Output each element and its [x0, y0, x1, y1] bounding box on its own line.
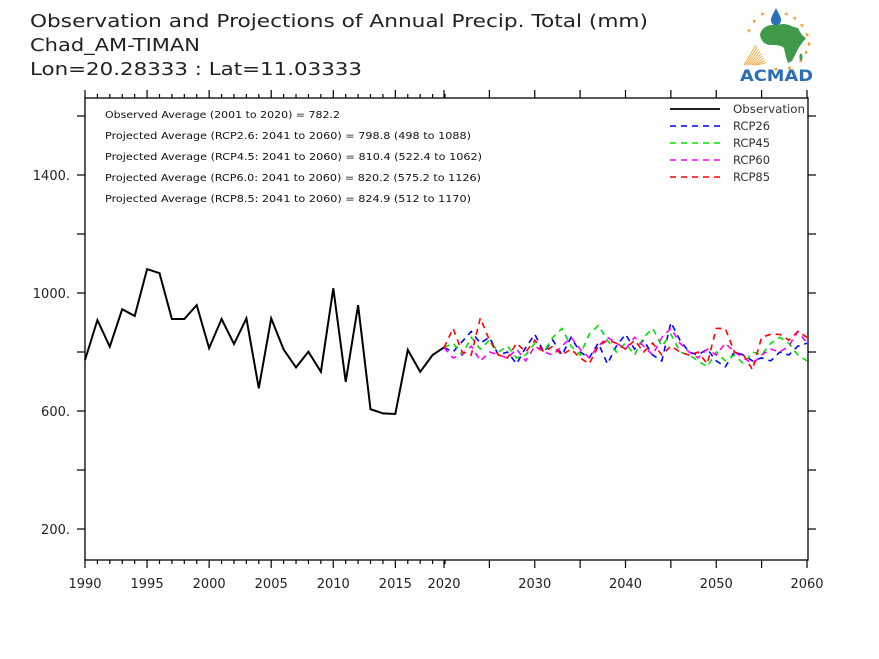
africa-map-icon	[760, 24, 806, 63]
logo-text: ACMAD	[740, 66, 813, 85]
legend-label-observation: Observation	[733, 102, 805, 116]
hatch-line	[756, 62, 767, 66]
y-tick-label: 200.	[41, 523, 70, 538]
sun-ray-icon	[787, 66, 791, 70]
hatched-wedge-icon	[743, 44, 767, 66]
acmad-logo: ACMAD	[740, 8, 813, 85]
statistics-annotations: Observed Average (2001 to 2020) = 782.2 …	[105, 110, 482, 205]
x-tick-label: 2020	[427, 577, 460, 592]
sun-ray-icon	[807, 41, 812, 47]
x-tick-label: 2015	[379, 577, 412, 592]
rcp85-average-annotation: Projected Average (RCP8.5: 2041 to 2060)…	[105, 194, 471, 205]
legend-label-rcp45: RCP45	[733, 136, 770, 150]
hatch-line	[745, 46, 758, 66]
axis-tick-labels: 1990 1995 2000 2005 2010 2015 2020 2030 2040 2050…	[33, 169, 824, 592]
sun-ray-icon	[747, 28, 751, 34]
observed-average-annotation: Observed Average (2001 to 2020) = 782.2	[105, 110, 340, 121]
chart-title: Observation and Projections of Annual Pr…	[30, 11, 648, 32]
sun-ray-icon	[804, 49, 808, 55]
sun-ray-icon	[752, 19, 757, 24]
x-tick-label: 2010	[317, 577, 350, 592]
series-line-rcp85	[443, 315, 808, 372]
x-tick-label: 1990	[68, 577, 101, 592]
hatch-line	[753, 57, 765, 66]
y-tick-label: 1400.	[33, 169, 70, 184]
sun-ray-icon	[761, 12, 765, 16]
series-line-rcp60	[443, 327, 808, 365]
x-tick-label: 2005	[255, 577, 288, 592]
x-tick-label: 2060	[790, 577, 823, 592]
legend-item-rcp60: RCP60	[670, 153, 770, 167]
legend-item-rcp26: RCP26	[670, 119, 770, 133]
hatch-line	[750, 53, 762, 66]
rcp45-average-annotation: Projected Average (RCP4.5: 2041 to 2060)…	[105, 152, 482, 163]
axis-ticks	[77, 90, 816, 568]
plot-frame	[84, 97, 809, 561]
sun-ray-icon	[773, 68, 779, 72]
legend-item-observation: Observation	[670, 102, 805, 116]
x-tick-label: 2040	[609, 577, 642, 592]
x-tick-label: 2030	[518, 577, 551, 592]
legend-label-rcp60: RCP60	[733, 153, 770, 167]
x-tick-label: 1995	[131, 577, 164, 592]
sun-ray-icon	[805, 32, 810, 38]
hatch-line	[743, 44, 757, 66]
series-layer	[84, 267, 808, 416]
station-name: Chad_AM-TIMAN	[30, 35, 200, 56]
sun-ray-icon	[792, 16, 797, 21]
y-tick-label: 1000.	[33, 287, 70, 302]
water-drop-icon	[771, 8, 781, 26]
hatch-line	[751, 55, 763, 66]
station-coordinates: Lon=20.28333 : Lat=11.03333	[30, 59, 362, 80]
y-tick-label: 600.	[41, 405, 70, 420]
legend-item-rcp45: RCP45	[670, 136, 770, 150]
legend: Observation RCP26 RCP45 RCP60 RCP85	[670, 102, 805, 184]
plot-axes	[84, 97, 809, 561]
hatch-line	[755, 60, 766, 66]
madagascar-icon	[799, 53, 803, 61]
legend-item-rcp85: RCP85	[670, 170, 770, 184]
x-tick-label: 2000	[193, 577, 226, 592]
legend-label-rcp26: RCP26	[733, 119, 770, 133]
hatch-line	[748, 51, 761, 66]
rcp26-average-annotation: Projected Average (RCP2.6: 2041 to 2060)…	[105, 131, 471, 142]
sun-ray-icon	[799, 24, 804, 28]
hatch-line	[746, 49, 759, 66]
legend-label-rcp85: RCP85	[733, 170, 770, 184]
rcp60-average-annotation: Projected Average (RCP6.0: 2041 to 2060)…	[105, 173, 481, 184]
sun-ray-icon	[783, 12, 789, 16]
series-line-rcp26	[443, 320, 808, 368]
x-tick-label: 2050	[700, 577, 733, 592]
series-line-observation	[84, 267, 446, 416]
